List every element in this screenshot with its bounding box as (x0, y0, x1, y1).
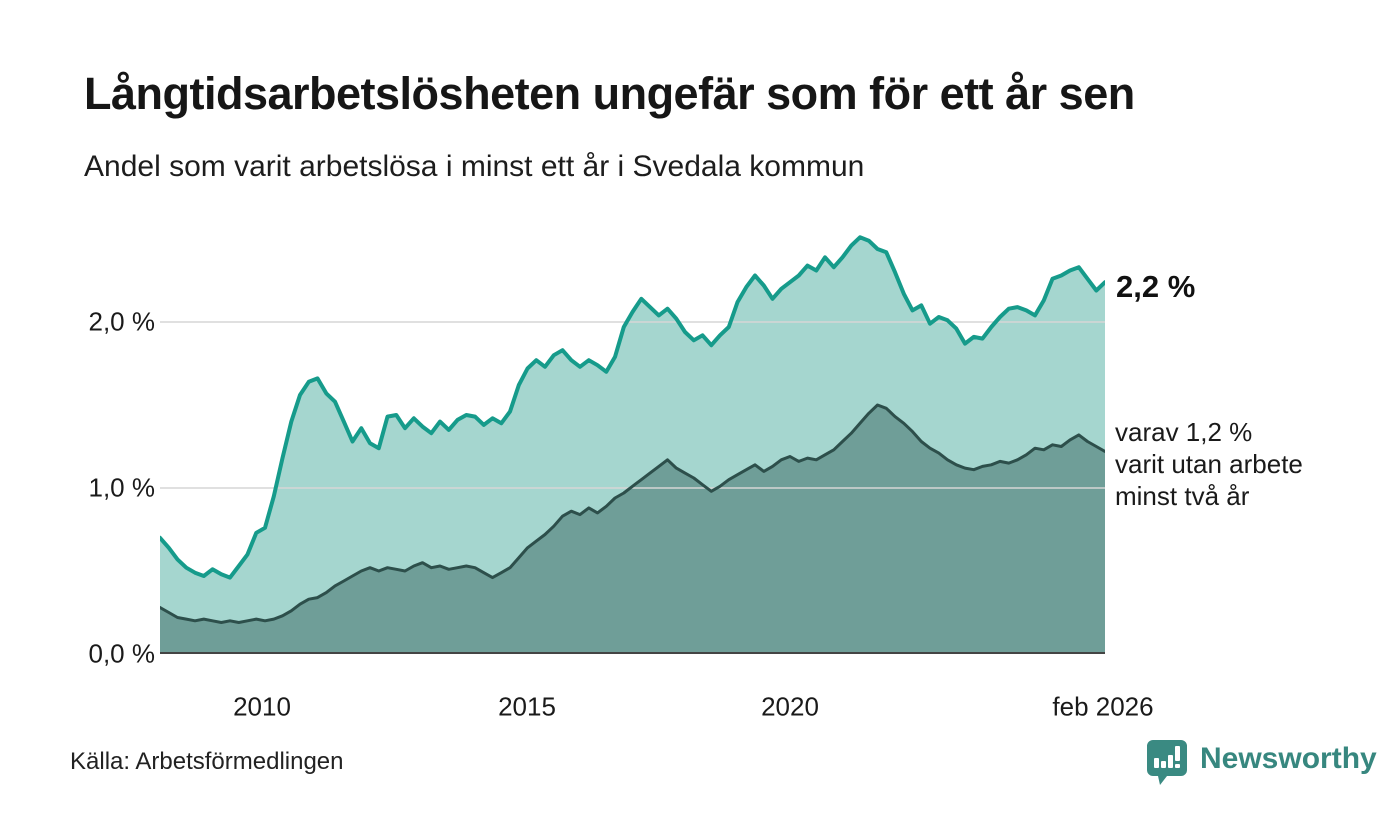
subset-value-line-2: varit utan arbete (1115, 449, 1303, 479)
newsworthy-logo: Newsworthy (1146, 738, 1377, 790)
line-one-year (160, 235, 1105, 580)
subset-value-line-3: minst två år (1115, 481, 1250, 511)
y-tick-label-0: 0,0 % (88, 638, 156, 669)
source-attribution: Källa: Arbetsförmedlingen (70, 748, 344, 775)
x-tick-2020: 2020 (761, 691, 819, 722)
line-two-year (160, 403, 1105, 624)
page-title: Långtidsarbetslösheten ungefär som för e… (84, 68, 1135, 119)
newsworthy-logo-icon (1147, 740, 1187, 785)
x-tick-2015: 2015 (498, 691, 556, 722)
y-tick-label-1: 1,0 % (88, 472, 156, 503)
brand-name: Newsworthy (1200, 742, 1377, 775)
subset-value-label: varav 1,2 % varit utan arbete minst två … (1115, 416, 1303, 512)
area-fill-two-year (160, 405, 1105, 654)
page-subtitle: Andel som varit arbetslösa i minst ett å… (84, 150, 865, 183)
x-tick-2010: 2010 (233, 691, 291, 722)
x-tick-feb-2026: feb 2026 (1052, 691, 1154, 722)
subset-value-line-1: varav 1,2 % (1115, 417, 1253, 447)
latest-value-label: 2,2 % (1116, 269, 1196, 304)
y-tick-label-2: 2,0 % (88, 306, 156, 337)
area-chart-svg (160, 235, 1105, 655)
